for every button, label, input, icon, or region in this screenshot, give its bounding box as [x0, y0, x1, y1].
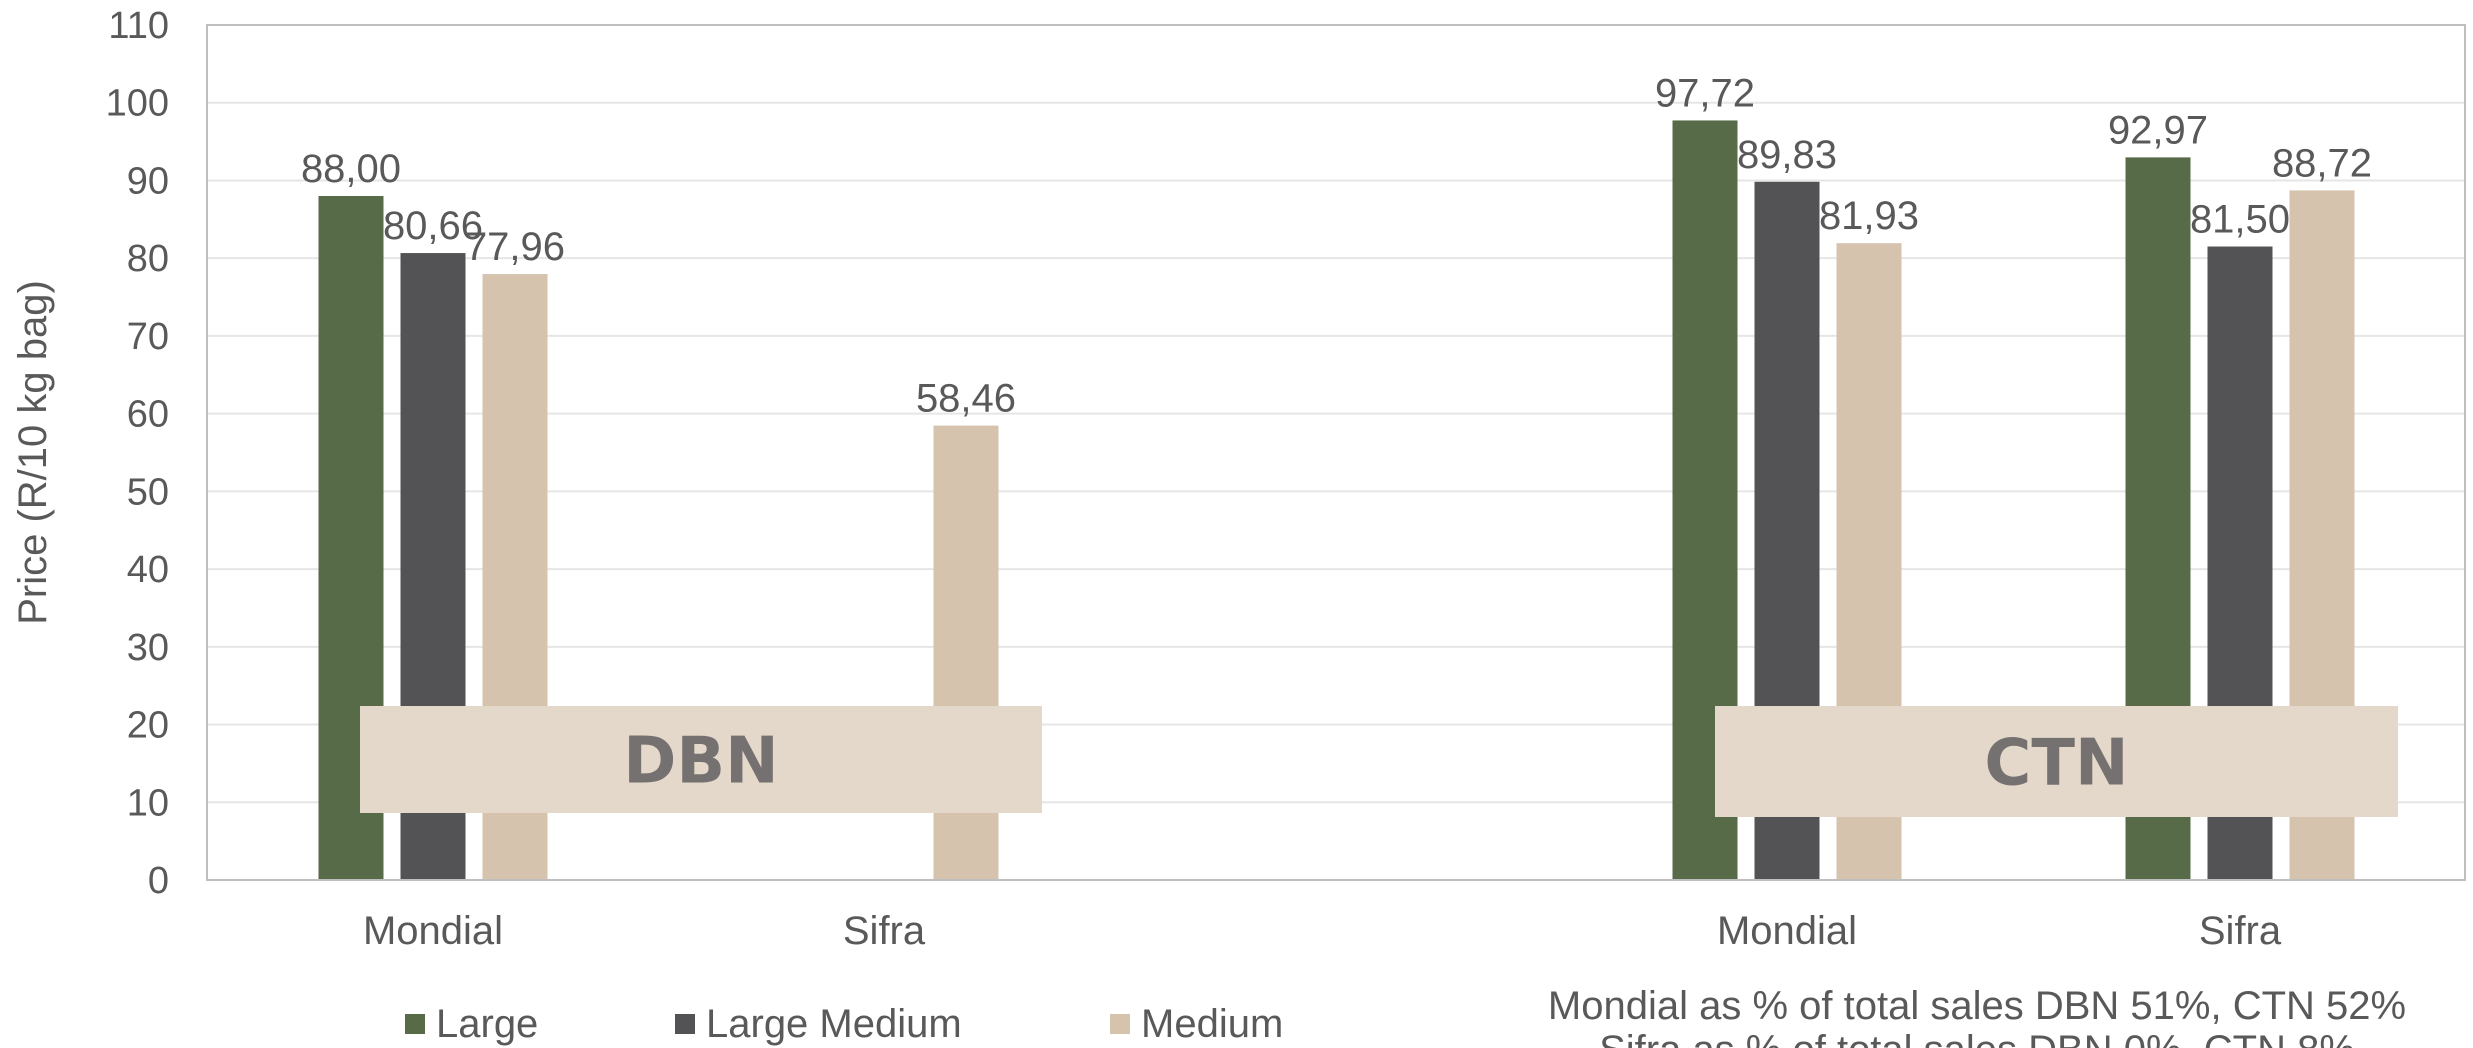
- axes: 0 10 20 30 40 50 60 70 80 90 100 110 Price (R/10 kg …: [11, 5, 2466, 953]
- y-tick-label: 100: [106, 83, 169, 125]
- annotations: Mondial as % of total sales DBN 51%, CTN…: [1548, 984, 2406, 1048]
- data-label: 81,93: [1819, 194, 1919, 238]
- y-tick-label: 30: [127, 627, 169, 669]
- legend-entry: Large Medium: [706, 1002, 962, 1046]
- region-box-dbn: [360, 706, 1042, 813]
- data-label: 97,72: [1655, 71, 1755, 115]
- data-labels: 88,00 97,72 92,97 80,66 89,83 81,50 77,96 58,46…: [301, 71, 2372, 420]
- legend-swatch: [675, 1014, 695, 1034]
- y-tick-label: 50: [127, 471, 169, 513]
- data-label: 77,96: [465, 225, 565, 269]
- data-label: 88,72: [2272, 141, 2372, 185]
- region-label-ctn: CTN: [1984, 727, 2128, 801]
- y-tick-label: 20: [127, 705, 169, 747]
- data-label: 89,83: [1737, 133, 1837, 177]
- x-category-label: Sifra: [2199, 909, 2282, 953]
- y-tick-label: 110: [108, 5, 169, 47]
- x-category-label: Sifra: [843, 909, 926, 953]
- y-axis-title: Price (R/10 kg bag): [11, 280, 55, 625]
- annotation-text: Mondial as % of total sales DBN 51%, CTN…: [1548, 984, 2406, 1028]
- y-tick-label: 70: [127, 316, 169, 358]
- y-tick-label: 40: [127, 549, 169, 591]
- data-label: 88,00: [301, 147, 401, 191]
- region-box-ctn: [1715, 706, 2398, 817]
- y-tick-label: 10: [127, 782, 169, 824]
- legend-entry: Medium: [1141, 1002, 1283, 1046]
- legend-entry: Large: [436, 1002, 538, 1046]
- data-label: 58,46: [916, 377, 1016, 421]
- annotation-text: Sifra as % of total sales DBN 0%, CTN 8%: [1599, 1028, 2355, 1048]
- x-category-label: Mondial: [1717, 909, 1857, 953]
- y-tick-label: 60: [127, 394, 169, 436]
- data-label: 80,66: [383, 204, 483, 248]
- plot-frame: [206, 24, 2466, 881]
- legend-swatch: [1110, 1014, 1130, 1034]
- data-label: 92,97: [2108, 108, 2208, 152]
- region-labels: DBN CTN: [360, 706, 2398, 817]
- legend: Large Large Medium Medium: [405, 1002, 1283, 1046]
- x-category-label: Mondial: [363, 909, 503, 953]
- data-label: 81,50: [2190, 198, 2290, 242]
- legend-swatch: [405, 1014, 425, 1034]
- y-tick-label: 80: [127, 238, 169, 280]
- y-tick-label: 0: [148, 860, 169, 902]
- region-label-dbn: DBN: [623, 725, 778, 799]
- y-tick-label: 90: [127, 160, 169, 202]
